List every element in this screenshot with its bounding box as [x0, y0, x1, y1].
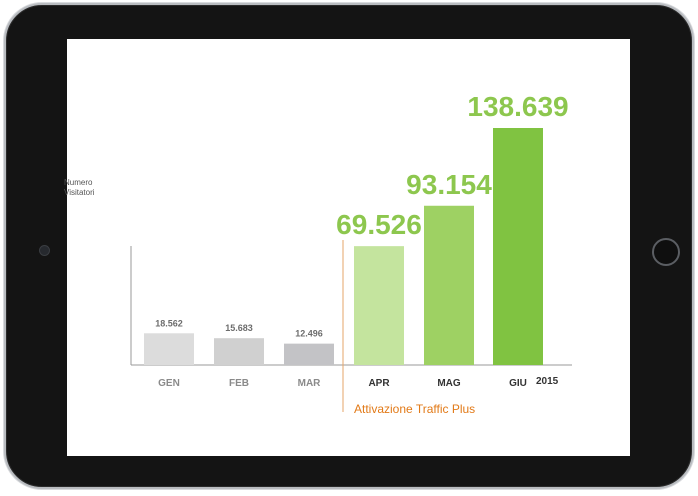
bar-apr [354, 246, 404, 365]
category-label-giu: GIU [509, 378, 527, 389]
visitors-bar-chart: 18.562 GEN 15.683 FEB 12.496 MAR 69.526 APR 93.1… [130, 91, 572, 412]
value-label-mag: 93.154 [406, 169, 492, 200]
y-axis-label: Numero Visitatori [64, 178, 95, 197]
bar-giu [493, 128, 543, 365]
category-label-feb: FEB [229, 378, 249, 389]
bar-gen [144, 333, 194, 365]
tablet-screen: 18.562 GEN 15.683 FEB 12.496 MAR 69.526 APR 93.1… [67, 39, 630, 456]
category-label-apr: APR [368, 378, 390, 389]
value-label-apr: 69.526 [336, 209, 422, 240]
value-label-giu: 138.639 [467, 91, 568, 122]
value-label-feb: 15.683 [225, 323, 253, 333]
home-button[interactable] [652, 238, 680, 266]
value-label-gen: 18.562 [155, 318, 183, 328]
category-label-mag: MAG [437, 378, 461, 389]
year-label: 2015 [536, 376, 559, 387]
category-label-gen: GEN [158, 378, 180, 389]
value-label-mar: 12.496 [295, 329, 323, 339]
camera-icon [39, 245, 50, 256]
bar-mag [424, 205, 474, 365]
bar-feb [214, 338, 264, 365]
traffic-plus-annotation: Attivazione Traffic Plus [354, 402, 476, 416]
category-label-mar: MAR [298, 378, 322, 389]
bar-mar [284, 343, 334, 365]
